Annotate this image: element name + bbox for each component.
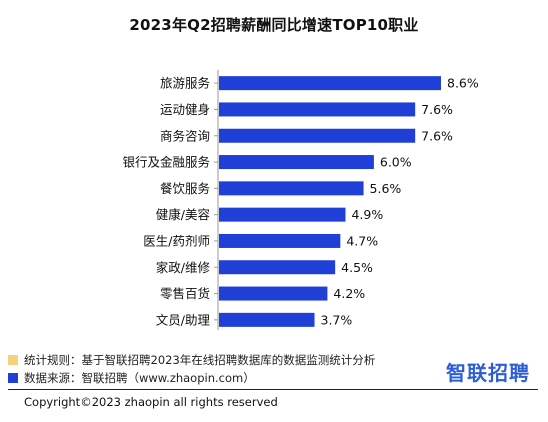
chart-title: 2023年Q2招聘薪酬同比增速TOP10职业	[129, 16, 419, 34]
source-text: 数据来源：智联招聘（www.zhaopin.com）	[24, 371, 255, 385]
category-label: 餐饮服务	[160, 181, 210, 196]
bar	[219, 260, 336, 275]
source-marker	[8, 373, 18, 383]
value-label: 4.5%	[341, 260, 373, 275]
rule-text: 统计规则：基于智联招聘2023年在线招聘数据库的数据监测统计分析	[24, 353, 376, 367]
value-label: 4.9%	[351, 207, 383, 222]
category-label: 医生/药剂师	[143, 233, 210, 248]
category-label: 旅游服务	[160, 76, 210, 91]
footer-source-row: 数据来源：智联招聘（www.zhaopin.com）	[8, 370, 255, 386]
category-label: 家政/维修	[156, 260, 211, 275]
value-label: 8.6%	[447, 76, 479, 91]
value-label: 4.7%	[346, 233, 378, 248]
copyright-text: Copyright©2023 zhaopin all rights reserv…	[24, 395, 278, 409]
bar	[219, 128, 416, 143]
category-label: 文员/助理	[156, 312, 211, 327]
category-label: 商务咨询	[160, 128, 210, 143]
footer-rule-row: 统计规则：基于智联招聘2023年在线招聘数据库的数据监测统计分析	[8, 352, 375, 368]
footer-divider	[8, 389, 538, 390]
zhaopin-logo: 智联招聘	[446, 361, 530, 385]
bar	[219, 102, 416, 117]
bar	[219, 207, 346, 222]
value-label: 5.6%	[370, 181, 402, 196]
value-label: 7.6%	[421, 102, 453, 117]
bar	[219, 155, 374, 170]
value-label: 7.6%	[421, 128, 453, 143]
rule-marker	[8, 355, 18, 365]
bar	[219, 233, 341, 248]
bar-chart: 旅游服务 8.6% 运动健身 7.6% 商务咨询 7.6% 银行及金融服务 6.0% 餐饮服务 5…	[122, 70, 479, 330]
bar	[219, 181, 364, 196]
value-label: 6.0%	[380, 155, 412, 170]
bar	[219, 76, 441, 91]
category-label: 健康/美容	[156, 207, 210, 222]
category-label: 银行及金融服务	[122, 155, 210, 170]
value-label: 4.2%	[333, 286, 365, 301]
bar	[219, 286, 328, 301]
category-label: 运动健身	[160, 102, 210, 117]
bar	[219, 312, 315, 327]
category-label: 零售百货	[160, 286, 210, 301]
value-label: 3.7%	[321, 312, 353, 327]
